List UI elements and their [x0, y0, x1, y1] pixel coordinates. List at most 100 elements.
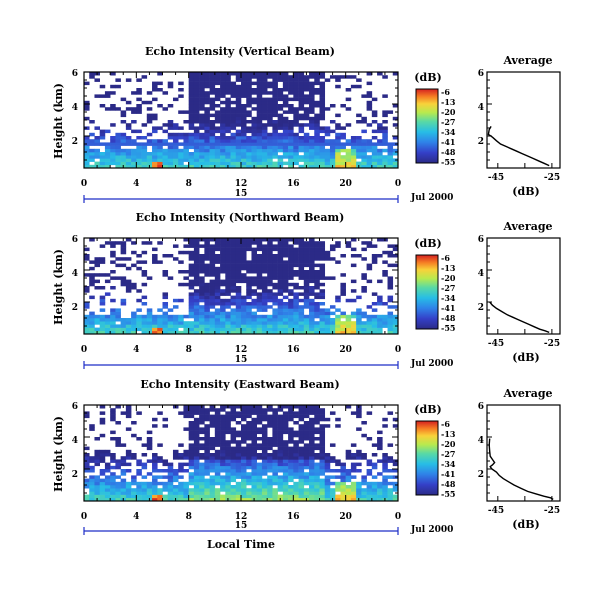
- heatmap-cell: [277, 424, 284, 428]
- heatmap-cell: [188, 145, 195, 150]
- heatmap-cell: [136, 437, 142, 441]
- heatmap-cell: [84, 136, 90, 140]
- heatmap-cell: [377, 302, 383, 306]
- heatmap-cell: [309, 123, 315, 127]
- heatmap-cell: [204, 244, 210, 248]
- heatmap-cell: [214, 282, 221, 287]
- heatmap-cell: [230, 472, 237, 476]
- heatmap-cell: [272, 440, 278, 444]
- colorbar: (dB) -6 -13 -20 -27 -34 -41 -48 -55: [414, 71, 456, 167]
- heatmap-cell: [193, 136, 200, 140]
- heatmap-cell: [293, 132, 299, 137]
- heatmap-cell: [392, 417, 399, 422]
- heatmap-cell: [303, 142, 310, 146]
- heatmap-cell: [277, 132, 284, 137]
- heatmap-cell: [277, 311, 284, 316]
- heatmap-cell: [167, 497, 174, 502]
- heatmap-cell: [282, 421, 289, 425]
- heatmap-cell: [183, 282, 189, 287]
- heatmap-cell: [94, 485, 100, 489]
- heatmap-cell: [335, 113, 341, 118]
- heatmap-cell: [214, 104, 221, 108]
- heatmap-cell: [277, 437, 284, 441]
- heatmap-cell: [188, 456, 195, 460]
- heatmap-cell: [193, 453, 200, 457]
- heatmap-cell: [136, 88, 142, 92]
- heatmap-cell: [99, 469, 106, 473]
- heatmap-cell: [293, 148, 299, 153]
- heatmap-cell: [120, 491, 127, 495]
- heatmap-cell: [314, 488, 320, 492]
- heatmap-cell: [303, 327, 310, 332]
- heatmap-cell: [288, 142, 294, 146]
- heatmap-cell: [371, 120, 378, 124]
- heatmap-cell: [209, 123, 216, 127]
- heatmap-cell: [235, 110, 242, 114]
- heatmap-cell: [282, 94, 289, 98]
- heatmap-cell: [172, 298, 179, 303]
- heatmap-cell: [120, 462, 127, 467]
- heatmap-cell: [293, 123, 299, 127]
- heatmap-cell: [230, 145, 237, 150]
- heatmap-cell: [282, 497, 289, 502]
- heatmap-cell: [136, 254, 142, 258]
- heatmap-cell: [361, 116, 367, 121]
- heatmap-cell: [193, 238, 200, 242]
- heatmap-cell: [157, 81, 163, 86]
- heatmap-cell: [246, 110, 252, 114]
- heatmap-cell: [120, 456, 127, 460]
- heatmap-cell: [261, 142, 268, 146]
- heatmap-cell: [340, 497, 346, 502]
- heatmap-cell: [329, 475, 336, 479]
- heatmap-cell: [309, 321, 315, 325]
- heatmap-cell: [377, 279, 383, 284]
- heatmap-cell: [272, 497, 278, 502]
- heatmap-cell: [319, 113, 326, 118]
- heatmap-cell: [157, 155, 163, 159]
- heatmap-cell: [141, 100, 148, 105]
- heatmap-cell: [141, 302, 148, 306]
- y-tick-label: 2: [72, 470, 78, 480]
- heatmap-cell: [340, 314, 346, 319]
- heatmap-cell: [241, 462, 247, 467]
- heatmap-cell: [382, 453, 388, 457]
- heatmap-cell: [141, 241, 148, 245]
- heatmap-cell: [288, 126, 294, 130]
- heatmap-cell: [167, 314, 174, 319]
- heatmap-cell: [235, 152, 242, 156]
- heatmap-cell: [309, 247, 315, 252]
- heatmap-cell: [303, 100, 310, 105]
- heatmap-cell: [209, 443, 216, 447]
- heatmap-cell: [335, 158, 341, 162]
- heatmap-cell: [377, 327, 383, 332]
- heatmap-cell: [267, 97, 273, 102]
- heatmap-cell: [366, 497, 373, 502]
- heatmap-cell: [89, 311, 95, 316]
- heatmap-cell: [282, 254, 289, 258]
- heatmap-cell: [241, 437, 247, 441]
- heatmap-cell: [246, 305, 252, 309]
- heatmap-cell: [209, 292, 216, 296]
- heatmap-cell: [220, 116, 226, 121]
- heatmap-cell: [84, 446, 90, 451]
- heatmap-cell: [193, 449, 200, 454]
- heatmap-cell: [345, 148, 352, 153]
- heatmap-cell: [293, 430, 299, 435]
- heatmap-cell: [335, 330, 341, 335]
- heatmap-cell: [209, 97, 216, 102]
- heatmap-cell: [199, 465, 205, 470]
- heatmap-cell: [246, 414, 252, 419]
- heatmap-cell: [162, 424, 169, 428]
- heatmap-cell: [251, 254, 257, 258]
- heatmap-cell: [125, 123, 132, 127]
- heatmap-cell: [220, 481, 226, 486]
- heatmap-cell: [230, 475, 237, 479]
- heatmap-cell: [94, 94, 100, 98]
- heatmap-cell: [89, 295, 95, 300]
- heatmap-cell: [298, 97, 305, 102]
- heatmap-cell: [214, 97, 221, 102]
- heatmap-cell: [282, 289, 289, 293]
- heatmap-cell: [188, 97, 195, 102]
- heatmap-cell: [183, 453, 189, 457]
- heatmap-cell: [120, 282, 127, 287]
